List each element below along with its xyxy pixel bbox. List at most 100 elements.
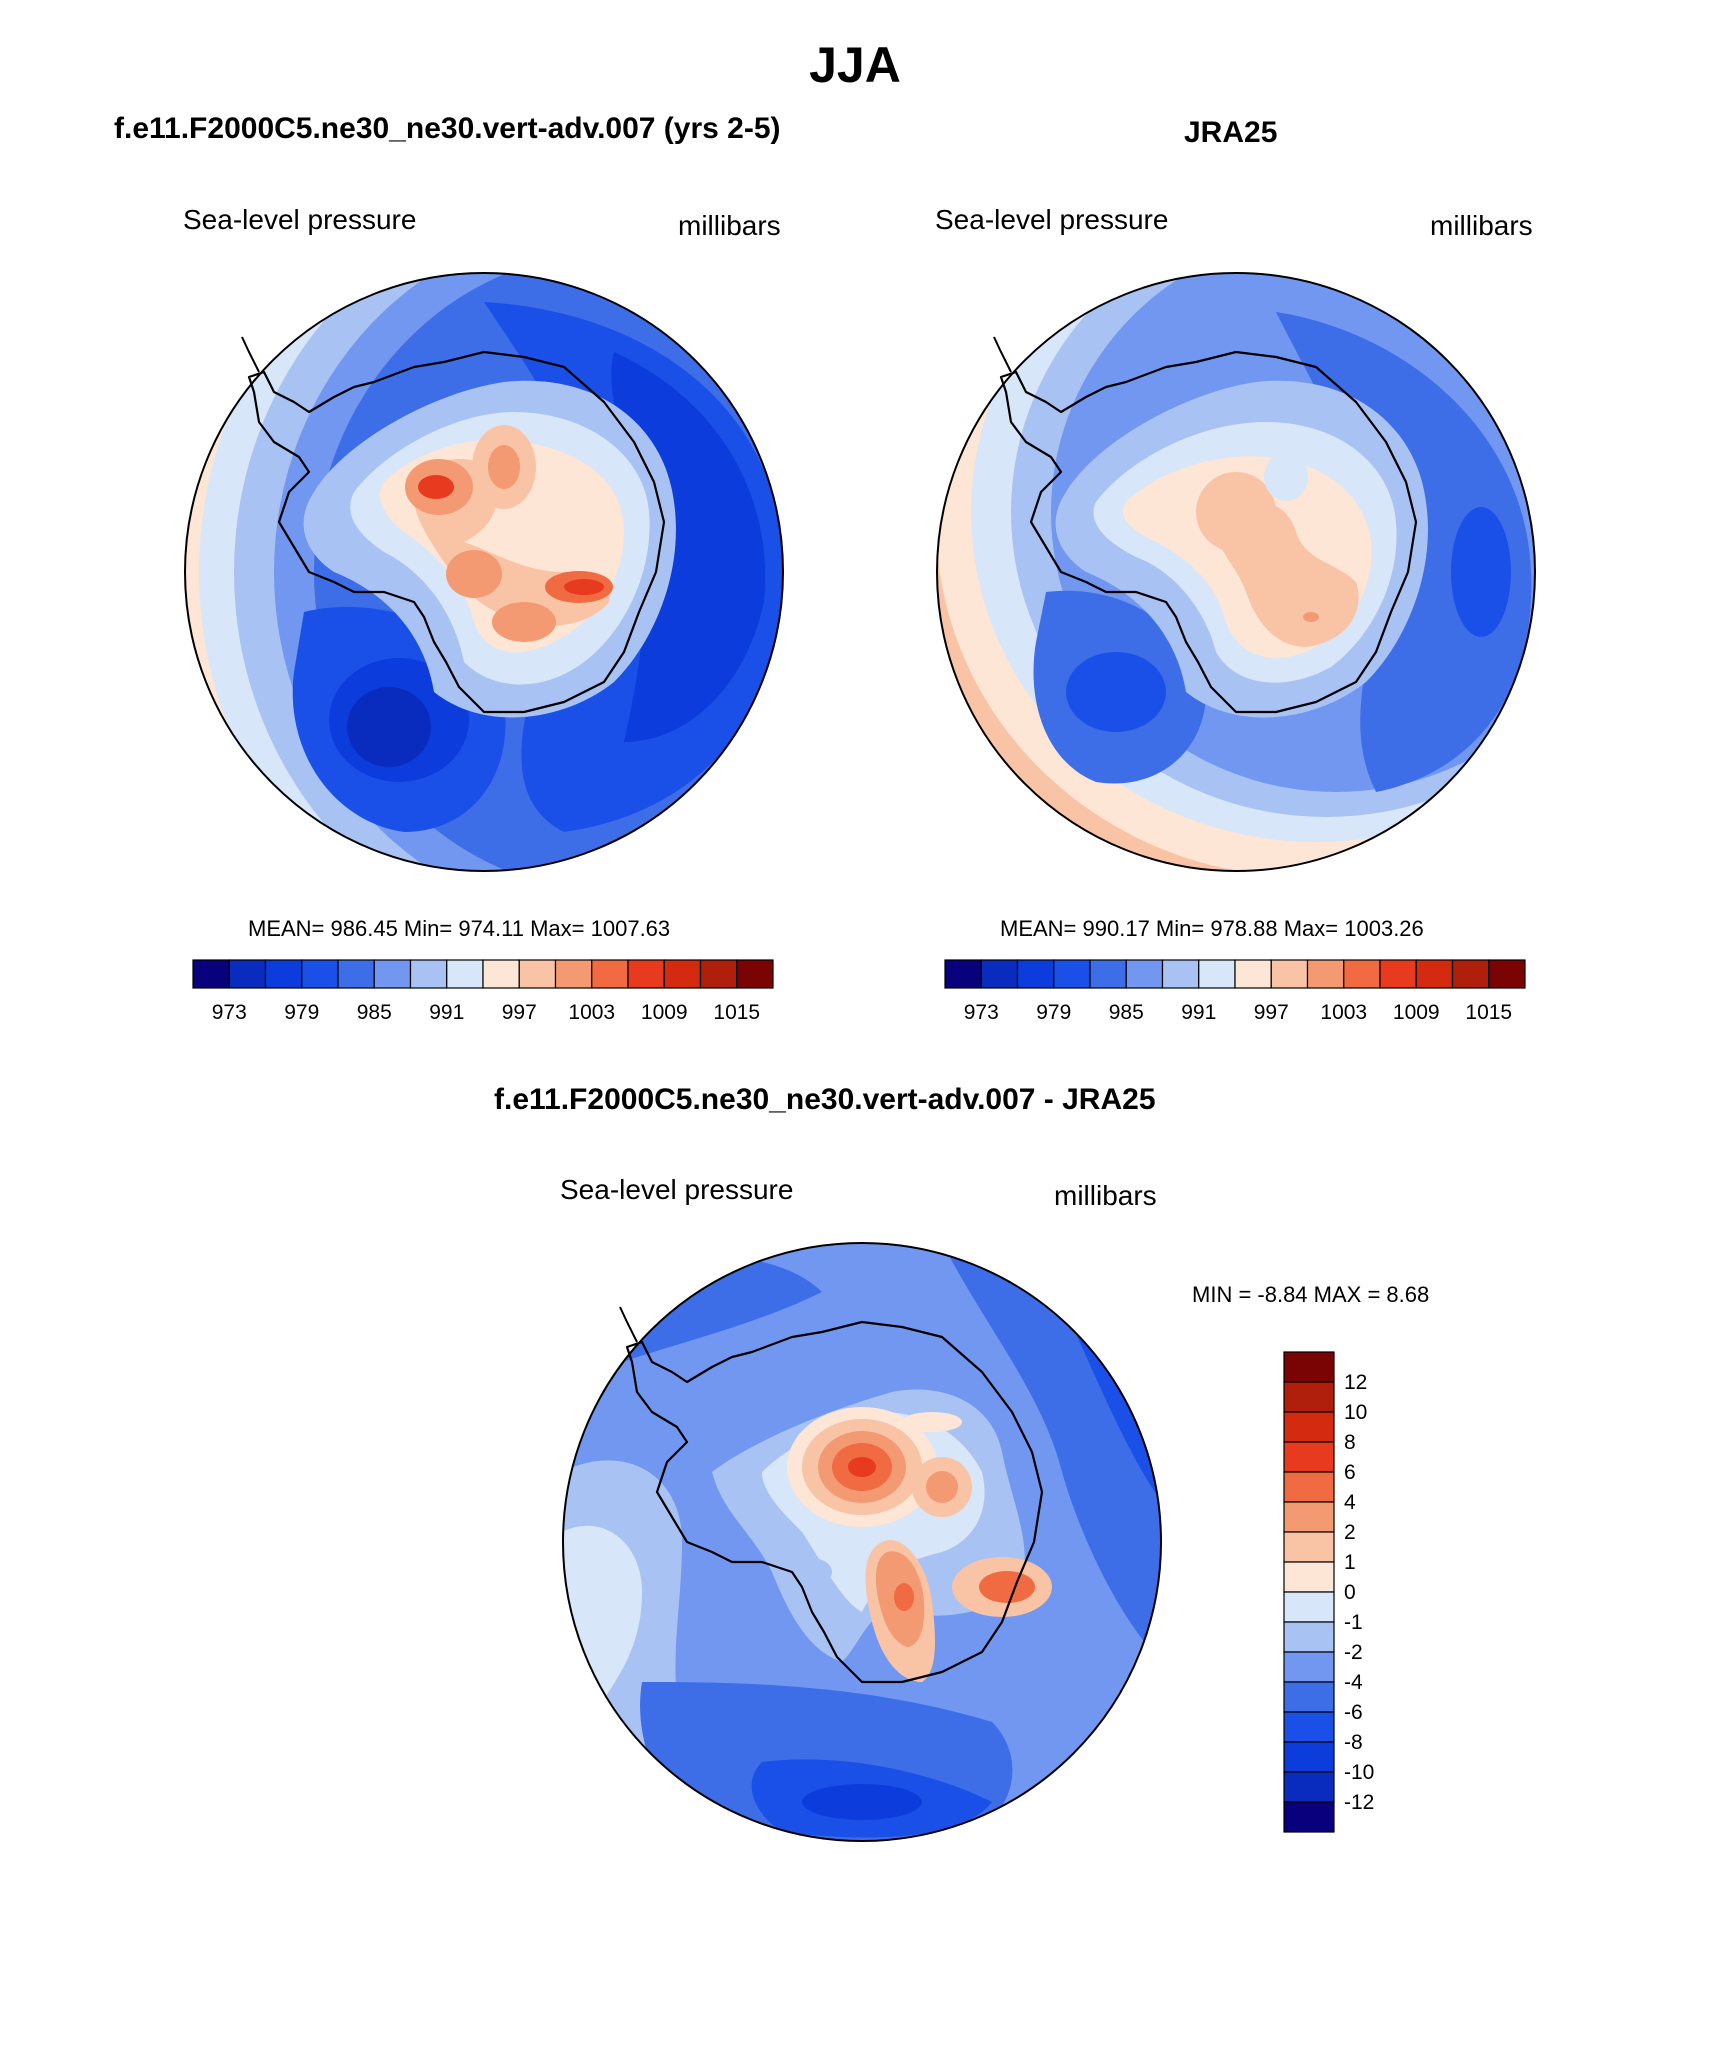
- model-colorbar-box: [554, 959, 593, 989]
- model-low-southwest-min: [347, 687, 431, 767]
- diff-pos-n: [902, 1412, 962, 1432]
- model-colorbar-box: [591, 959, 629, 989]
- diff-colorbar-box: [1283, 1801, 1335, 1833]
- model-colorbar-box: [482, 959, 520, 989]
- model-colorbar-box: [627, 959, 665, 989]
- diff-colorbar-tick-label: 2: [1344, 1521, 1356, 1544]
- diff-colorbar-tick-label: -6: [1344, 1701, 1363, 1724]
- obs-colorbar-tick-label: 1009: [1393, 1001, 1440, 1024]
- model-high-a-core: [418, 475, 454, 499]
- obs-colorbar-tick-label: 973: [964, 1001, 999, 1024]
- model-colorbar-tick-label: 985: [357, 1001, 392, 1024]
- obs-colorbar-box: [1198, 959, 1236, 989]
- panel-obs-variable-label: Sea-level pressure: [935, 204, 1169, 235]
- diff-colorbar-tick-label: -10: [1344, 1761, 1374, 1784]
- model-colorbar-tick-label: 997: [502, 1001, 537, 1024]
- obs-colorbar-box: [1343, 959, 1381, 989]
- obs-plateau-max: [1303, 612, 1319, 622]
- diff-colorbar-tick-label: -8: [1344, 1731, 1363, 1754]
- diff-colorbar-box: [1283, 1651, 1335, 1683]
- diff-colorbar-box: [1283, 1381, 1335, 1413]
- diff-neg-patch: [792, 1558, 832, 1586]
- model-colorbar-tick-label: 1009: [641, 1001, 688, 1024]
- diff-colorbar-tick-label: 12: [1344, 1371, 1367, 1394]
- obs-coastline: [999, 350, 1418, 714]
- diff-colorbar-box: [1283, 1681, 1335, 1713]
- model-colorbar-tick-label: 1003: [568, 1001, 615, 1024]
- panel-diff-title: f.e11.F2000C5.ne30_ne30.vert-adv.007 - J…: [494, 1083, 1156, 1116]
- obs-colorbar-box: [1053, 959, 1091, 989]
- obs-colorbar-box: [1379, 959, 1417, 989]
- diff-colorbar-tick-label: 0: [1344, 1581, 1356, 1604]
- figure-title: JJA: [809, 37, 901, 93]
- panel-diff-map: [562, 1242, 1162, 1842]
- diff-coastline: [625, 1320, 1044, 1684]
- model-colorbar-tick-label: 979: [284, 1001, 319, 1024]
- obs-colorbar-box: [1415, 959, 1454, 989]
- diff-colorbar-box: [1283, 1441, 1335, 1473]
- model-colorbar-box: [337, 959, 375, 989]
- diff-colorbar-box: [1283, 1531, 1335, 1563]
- panel-diff-units-label: millibars: [1054, 1180, 1157, 1211]
- obs-low-east-core: [1451, 507, 1511, 637]
- obs-peninsula-tip: [993, 336, 1012, 373]
- model-high-b: [488, 445, 520, 489]
- diff-peninsula-tip: [619, 1306, 638, 1343]
- diff-colorbar-box: [1283, 1621, 1335, 1653]
- panel-model-variable-label: Sea-level pressure: [183, 204, 417, 235]
- diff-colorbar-tick-label: -4: [1344, 1671, 1363, 1694]
- obs-plateau-gap: [1264, 453, 1308, 501]
- model-coastline: [247, 350, 666, 714]
- obs-colorbar-box: [1234, 959, 1272, 989]
- diff-colorbar-box: [1283, 1741, 1335, 1773]
- model-colorbar-box: [301, 959, 339, 989]
- model-colorbar-box: [663, 959, 702, 989]
- diff-pos-6: [848, 1457, 876, 1477]
- obs-colorbar-tick-label: 1003: [1320, 1001, 1367, 1024]
- panel-model-stats: MEAN= 986.45 Min= 974.11 Max= 1007.63: [248, 916, 671, 941]
- panel-obs-title: JRA25: [1184, 116, 1278, 149]
- panel-obs-map: [936, 272, 1536, 872]
- panel-obs-units-label: millibars: [1430, 210, 1533, 241]
- diff-colorbar-tick-label: 4: [1344, 1491, 1356, 1514]
- model-peninsula-tip: [241, 336, 260, 373]
- model-colorbar-tick-label: 991: [429, 1001, 464, 1024]
- diff-colorbar-tick-label: 10: [1344, 1401, 1367, 1424]
- model-colorbar-box: [192, 959, 230, 989]
- model-colorbar-box: [228, 959, 267, 989]
- diff-pos-se-inner: [979, 1571, 1035, 1603]
- model-colorbar-box: [373, 959, 412, 989]
- diff-colorbar-box: [1283, 1351, 1335, 1383]
- obs-colorbar-tick-label: 979: [1036, 1001, 1071, 1024]
- obs-colorbar-box: [1125, 959, 1164, 989]
- panel-obs-stats: MEAN= 990.17 Min= 978.88 Max= 1003.26: [1000, 916, 1424, 941]
- panel-model-title: f.e11.F2000C5.ne30_ne30.vert-adv.007 (yr…: [114, 112, 781, 145]
- obs-low-southwest-core: [1066, 652, 1166, 732]
- model-colorbar-box: [518, 959, 557, 989]
- obs-colorbar-tick-label: 985: [1109, 1001, 1144, 1024]
- model-colorbar-tick-label: 1015: [713, 1001, 760, 1024]
- model-colorbar-box: [736, 959, 774, 989]
- model-high-d-core: [564, 579, 604, 595]
- obs-colorbar-box: [1306, 959, 1345, 989]
- obs-colorbar-box: [980, 959, 1019, 989]
- diff-low-south-min: [802, 1784, 922, 1820]
- diff-colorbar-box: [1283, 1501, 1335, 1533]
- obs-colorbar-box: [1451, 959, 1490, 989]
- panel-model-units-label: millibars: [678, 210, 781, 241]
- obs-colorbar-box: [1089, 959, 1127, 989]
- model-high-c: [446, 550, 502, 598]
- model-colorbar-box: [264, 959, 303, 989]
- model-colorbar-box: [446, 959, 484, 989]
- model-colorbar-box: [409, 959, 448, 989]
- obs-colorbar-box: [1488, 959, 1526, 989]
- diff-colorbar-tick-label: -12: [1344, 1791, 1374, 1814]
- diff-low-northeast-core: [1062, 1302, 1161, 1502]
- diff-colorbar-box: [1283, 1411, 1335, 1443]
- diff-colorbar-tick-label: 6: [1344, 1461, 1356, 1484]
- obs-colorbar-box: [1161, 959, 1200, 989]
- panel-model-colorbar: 973 979 985 991 997 1003 1009 1015: [192, 959, 774, 1024]
- diff-colorbar-box: [1283, 1471, 1335, 1503]
- diff-colorbar-tick-label: 1: [1344, 1551, 1356, 1574]
